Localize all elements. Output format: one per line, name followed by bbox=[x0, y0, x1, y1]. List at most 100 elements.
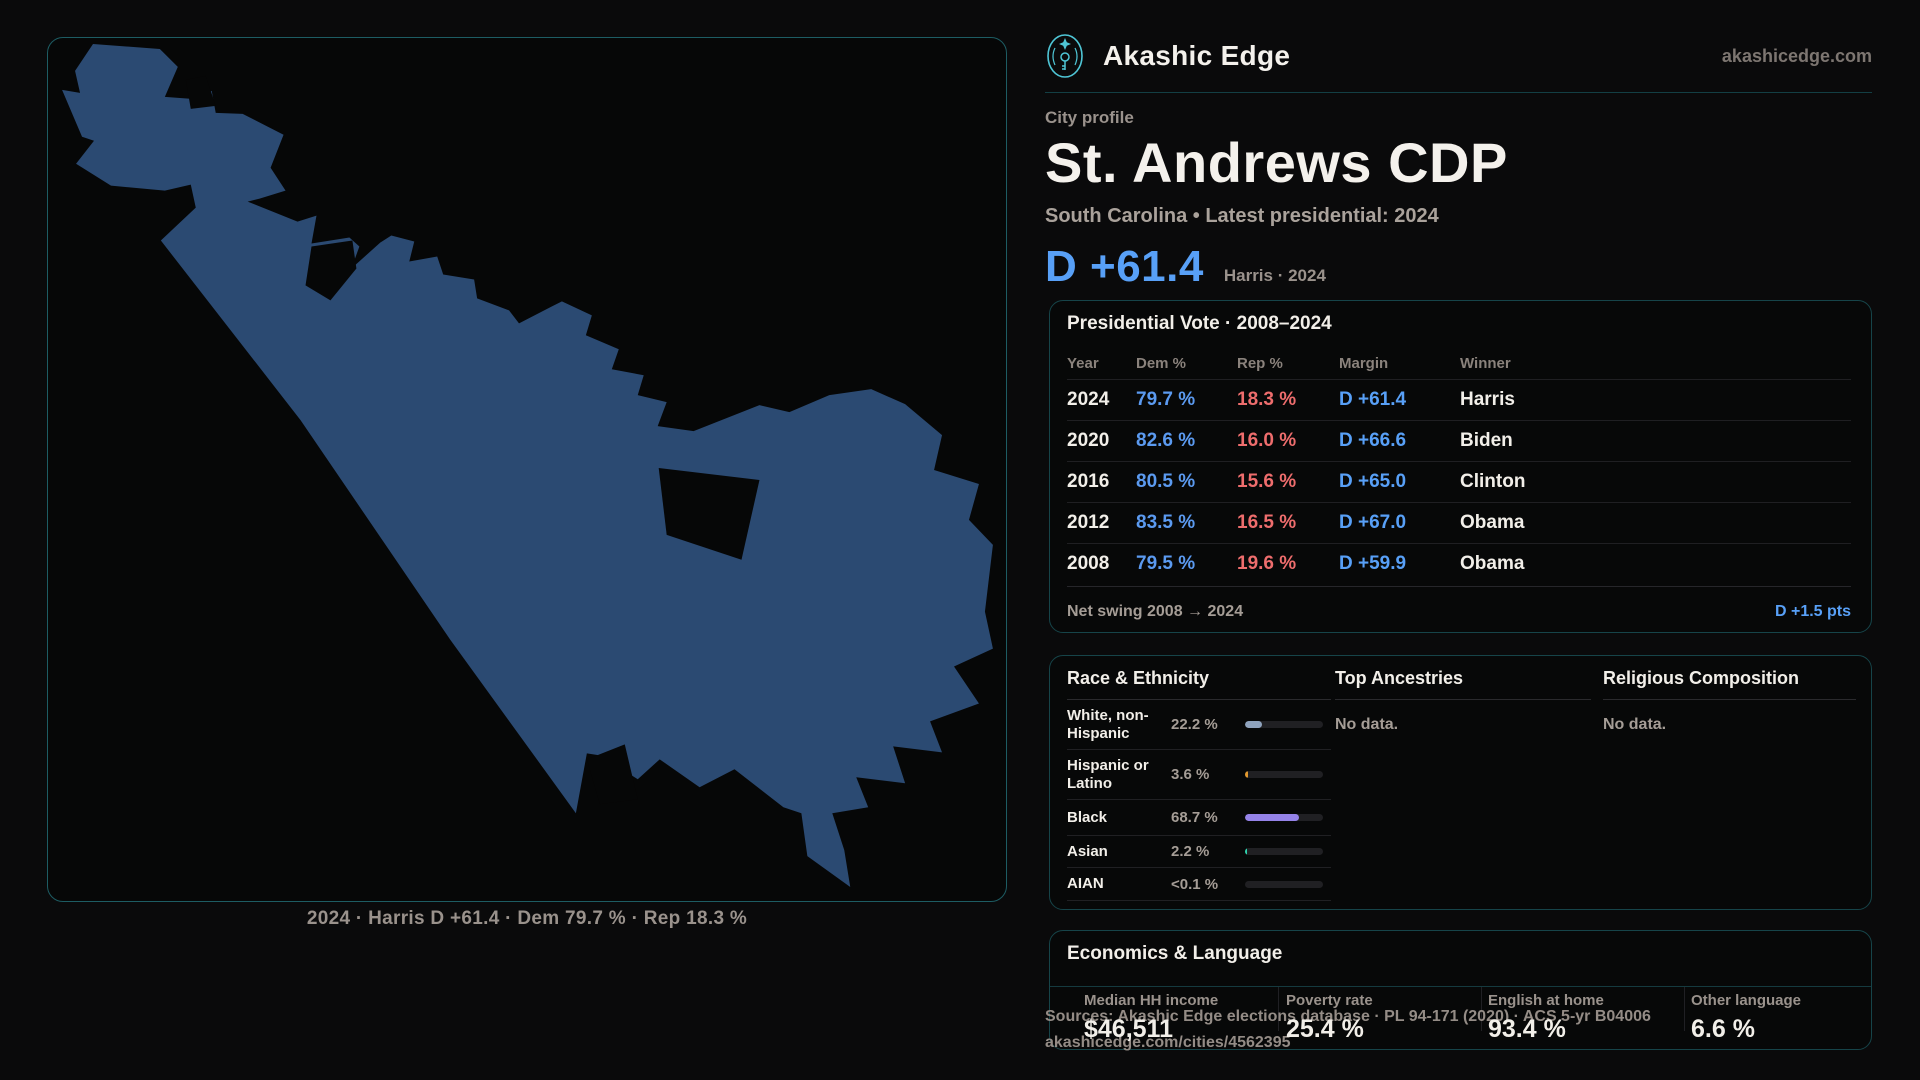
cell-year: 2008 bbox=[1067, 553, 1110, 574]
race-label: Hispanic or Latino bbox=[1067, 756, 1149, 792]
race-ethnicity-title: Race & Ethnicity bbox=[1067, 668, 1210, 688]
cell-margin: D +67.0 bbox=[1339, 512, 1407, 533]
race-bar bbox=[1245, 848, 1323, 855]
religious-composition-section: Religious Composition No data. bbox=[1603, 668, 1856, 734]
cell-year: 2012 bbox=[1067, 512, 1110, 533]
race-row: Black 68.7 % bbox=[1067, 799, 1331, 835]
stat-divider bbox=[1481, 987, 1482, 1031]
race-ethnicity-list: White, non-Hispanic 22.2 % Hispanic or L… bbox=[1067, 700, 1331, 901]
headline-margin: D +61.4 bbox=[1045, 242, 1204, 291]
table-row: 2012 83.5 % 16.5 % D +67.0 Obama bbox=[1067, 502, 1851, 543]
stat-label: Other language bbox=[1691, 992, 1802, 1009]
col-header-winner: Winner bbox=[1460, 354, 1511, 372]
cell-winner: Harris bbox=[1460, 389, 1515, 410]
col-header-rep: Rep % bbox=[1237, 354, 1283, 372]
stat-label: Poverty rate bbox=[1286, 992, 1373, 1009]
stat-label: English at home bbox=[1488, 992, 1604, 1009]
col-header-margin: Margin bbox=[1339, 354, 1389, 372]
top-ancestries-section: Top Ancestries No data. bbox=[1335, 668, 1591, 734]
table-header-row: Year Dem % Rep % Margin Winner bbox=[1067, 347, 1851, 379]
race-label: AIAN bbox=[1067, 875, 1104, 892]
table-row: 2016 80.5 % 15.6 % D +65.0 Clinton bbox=[1067, 461, 1851, 502]
headline-context: Harris · 2024 bbox=[1223, 266, 1326, 285]
religious-composition-title: Religious Composition bbox=[1603, 668, 1799, 688]
stat-poverty-rate: Poverty rate 25.4 % bbox=[1286, 992, 1373, 1044]
section-divider bbox=[1067, 699, 1331, 700]
table-row: 2008 79.5 % 19.6 % D +59.9 Obama bbox=[1067, 543, 1851, 584]
map-cutout bbox=[658, 468, 760, 560]
top-ancestries-title: Top Ancestries bbox=[1335, 668, 1464, 688]
map-cutout bbox=[185, 75, 216, 109]
presidential-vote-table: Year Dem % Rep % Margin Winner 2024 79.7… bbox=[1067, 347, 1851, 584]
race-value: 68.7 % bbox=[1171, 809, 1218, 826]
col-header-year: Year bbox=[1067, 354, 1099, 372]
net-swing-row: Net swing 2008 → 2024 D +1.5 pts bbox=[1067, 586, 1851, 621]
map-caption: 2024 · Harris D +61.4 · Dem 79.7 % · Rep… bbox=[306, 908, 748, 929]
race-value: 3.6 % bbox=[1171, 766, 1210, 783]
akashic-edge-logo-icon bbox=[1047, 34, 1083, 78]
stat-value: 93.4 % bbox=[1488, 1015, 1566, 1043]
kicker: City profile bbox=[1045, 108, 1134, 127]
cell-year: 2024 bbox=[1067, 389, 1110, 410]
city-shape bbox=[62, 43, 993, 888]
permalink[interactable]: akashicedge.com/cities/4562395 bbox=[1045, 1034, 1291, 1051]
cell-year: 2020 bbox=[1067, 430, 1110, 451]
map-cutout bbox=[586, 744, 638, 805]
net-swing-value: D +1.5 pts bbox=[1774, 603, 1851, 620]
cell-rep: 16.5 % bbox=[1237, 512, 1297, 533]
cell-dem: 82.6 % bbox=[1136, 430, 1196, 451]
race-row: Asian 2.2 % bbox=[1067, 835, 1331, 867]
header-divider bbox=[1045, 92, 1872, 93]
race-bar bbox=[1245, 880, 1323, 888]
stat-value: 25.4 % bbox=[1286, 1015, 1364, 1043]
cell-rep: 16.0 % bbox=[1237, 430, 1297, 451]
no-data-text: No data. bbox=[1335, 716, 1399, 733]
cell-winner: Obama bbox=[1460, 512, 1525, 533]
race-row: AIAN <0.1 % bbox=[1067, 867, 1331, 901]
section-divider bbox=[1335, 699, 1591, 700]
header: Akashic Edge akashicedge.com bbox=[1045, 30, 1872, 82]
race-row: White, non-Hispanic 22.2 % bbox=[1067, 700, 1331, 749]
map-cutout bbox=[305, 240, 357, 301]
stat-value: 6.6 % bbox=[1691, 1015, 1755, 1043]
race-bar bbox=[1245, 771, 1323, 778]
race-bar bbox=[1245, 721, 1323, 728]
race-ethnicity-section: Race & Ethnicity White, non-Hispanic 22.… bbox=[1067, 668, 1331, 901]
cell-dem: 80.5 % bbox=[1136, 471, 1196, 492]
cell-rep: 15.6 % bbox=[1237, 471, 1297, 492]
presidential-vote-card: Presidential Vote · 2008–2024 Year Dem %… bbox=[1049, 300, 1872, 633]
economics-title: Economics & Language bbox=[1067, 943, 1283, 964]
race-label: White, non-Hispanic bbox=[1067, 706, 1149, 742]
brand-name: Akashic Edge bbox=[1103, 40, 1291, 71]
col-header-dem: Dem % bbox=[1136, 354, 1187, 372]
subtitle: South Carolina • Latest presidential: 20… bbox=[1045, 205, 1439, 227]
stat-label: Median HH income bbox=[1084, 992, 1219, 1009]
stat-median-income: Median HH income $46,511 bbox=[1084, 992, 1218, 1044]
table-row: 2020 82.6 % 16.0 % D +66.6 Biden bbox=[1067, 420, 1851, 461]
race-bar bbox=[1245, 814, 1323, 821]
economics-card: Economics & Language Median HH income $4… bbox=[1049, 930, 1872, 1050]
stat-other-language: Other language 6.6 % bbox=[1691, 992, 1801, 1044]
section-divider bbox=[1603, 699, 1856, 700]
stat-divider bbox=[1684, 987, 1685, 1031]
cell-dem: 79.7 % bbox=[1136, 389, 1196, 410]
presidential-vote-title: Presidential Vote · 2008–2024 bbox=[1067, 313, 1332, 334]
cell-winner: Biden bbox=[1460, 430, 1513, 451]
race-value: <0.1 % bbox=[1171, 875, 1219, 893]
cell-year: 2016 bbox=[1067, 471, 1110, 492]
race-value: 22.2 % bbox=[1171, 716, 1218, 733]
cell-winner: Obama bbox=[1460, 553, 1525, 574]
cell-margin: D +59.9 bbox=[1339, 553, 1407, 574]
cell-rep: 19.6 % bbox=[1237, 553, 1297, 574]
city-map bbox=[62, 43, 993, 888]
economics-stats: Median HH income $46,511 Poverty rate 25… bbox=[1050, 986, 1871, 1043]
stat-divider bbox=[1278, 987, 1279, 1031]
demographics-card: Race & Ethnicity White, non-Hispanic 22.… bbox=[1049, 655, 1872, 910]
brand-domain-link[interactable]: akashicedge.com bbox=[1721, 45, 1872, 66]
race-value: 2.2 % bbox=[1171, 843, 1210, 860]
net-swing-label: Net swing 2008 → 2024 bbox=[1067, 603, 1244, 620]
city-map-panel bbox=[47, 37, 1007, 902]
cell-rep: 18.3 % bbox=[1237, 389, 1297, 410]
race-label: Black bbox=[1067, 808, 1108, 826]
